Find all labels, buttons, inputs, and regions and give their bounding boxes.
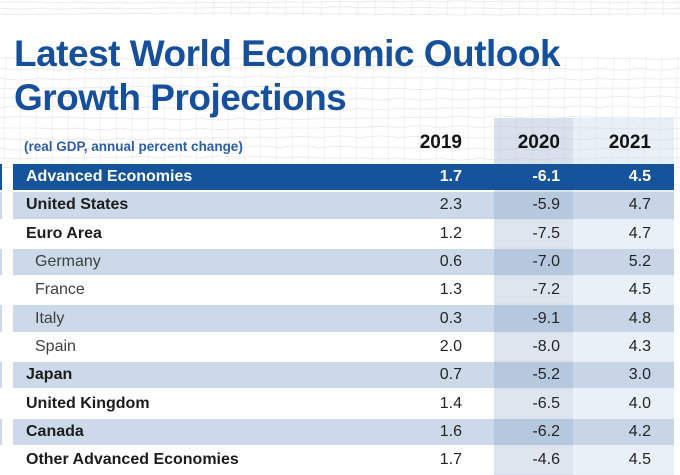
row-label: Other Advanced Economies (13, 446, 374, 474)
page-title: Latest World Economic Outlook Growth Pro… (14, 32, 561, 120)
value-2020: -9.1 (494, 305, 573, 332)
table-row: Canada 1.6 -6.2 4.2 (0, 418, 674, 446)
value-2019: 0.7 (374, 362, 494, 389)
value-2021: 3.0 (573, 362, 674, 389)
value-2021: 4.5 (573, 164, 674, 191)
table-body: Advanced Economies 1.7 -6.1 4.5 United S… (0, 164, 680, 475)
row-label: Canada (13, 418, 374, 445)
value-2021: 4.8 (573, 305, 674, 332)
value-2019: 2.3 (374, 192, 494, 219)
column-header-2021: 2021 (608, 132, 651, 153)
value-2021: 5.2 (573, 248, 674, 276)
row-label: Spain (13, 333, 374, 361)
value-2020: -7.5 (494, 220, 573, 247)
row-label: Germany (13, 248, 374, 276)
row-label: United States (13, 192, 374, 219)
value-2021: 4.7 (573, 220, 674, 247)
table-row: Spain 2.0 -8.0 4.3 (13, 333, 674, 361)
value-2021: 4.3 (573, 333, 674, 361)
value-2019: 1.6 (374, 418, 494, 445)
column-header-2019: 2019 (419, 132, 462, 153)
value-2020: -5.9 (494, 192, 573, 219)
value-2021: 4.5 (573, 277, 674, 304)
value-2020: -4.6 (494, 446, 573, 474)
row-label: United Kingdom (13, 390, 374, 417)
row-label: Italy (13, 305, 374, 332)
column-header-2020: 2020 (517, 132, 560, 153)
value-2020: -7.2 (494, 277, 573, 304)
value-2019: 0.3 (374, 305, 494, 332)
value-2019: 1.2 (374, 220, 494, 247)
table-row: Advanced Economies 1.7 -6.1 4.5 (0, 164, 674, 191)
value-2020: -7.0 (494, 248, 573, 276)
value-2019: 1.7 (374, 446, 494, 474)
value-2019: 0.6 (374, 248, 494, 276)
table-row: United Kingdom 1.4 -6.5 4.0 (13, 390, 674, 417)
value-2019: 1.4 (374, 390, 494, 417)
table-subtitle: (real GDP, annual percent change) (24, 139, 243, 154)
table-row: Germany 0.6 -7.0 5.2 (0, 248, 674, 276)
title-line-1: Latest World Economic Outlook (14, 32, 561, 74)
value-2020: -8.0 (494, 333, 573, 361)
table-row: Italy 0.3 -9.1 4.8 (0, 305, 674, 333)
row-label: Advanced Economies (13, 164, 374, 191)
value-2020: -6.1 (494, 164, 573, 191)
value-2021: 4.2 (573, 418, 674, 445)
row-label: Japan (13, 362, 374, 389)
value-2019: 2.0 (374, 333, 494, 361)
value-2019: 1.3 (374, 277, 494, 304)
row-label: France (13, 277, 374, 304)
value-2020: -6.2 (494, 418, 573, 445)
row-label: Euro Area (13, 220, 374, 247)
table-row: France 1.3 -7.2 4.5 (13, 277, 674, 304)
value-2021: 4.7 (573, 192, 674, 219)
title-line-2: Growth Projections (14, 76, 347, 118)
value-2020: -5.2 (494, 362, 573, 389)
table-row: Japan 0.7 -5.2 3.0 (0, 362, 674, 389)
value-2020: -6.5 (494, 390, 573, 417)
value-2021: 4.5 (573, 446, 674, 474)
value-2021: 4.0 (573, 390, 674, 417)
value-2019: 1.7 (374, 164, 494, 191)
table-row: Euro Area 1.2 -7.5 4.7 (13, 220, 674, 247)
table-row: United States 2.3 -5.9 4.7 (0, 192, 674, 219)
table-header: (real GDP, annual percent change) 2019 2… (13, 121, 674, 159)
table-row: Other Advanced Economies 1.7 -4.6 4.5 (13, 446, 674, 474)
